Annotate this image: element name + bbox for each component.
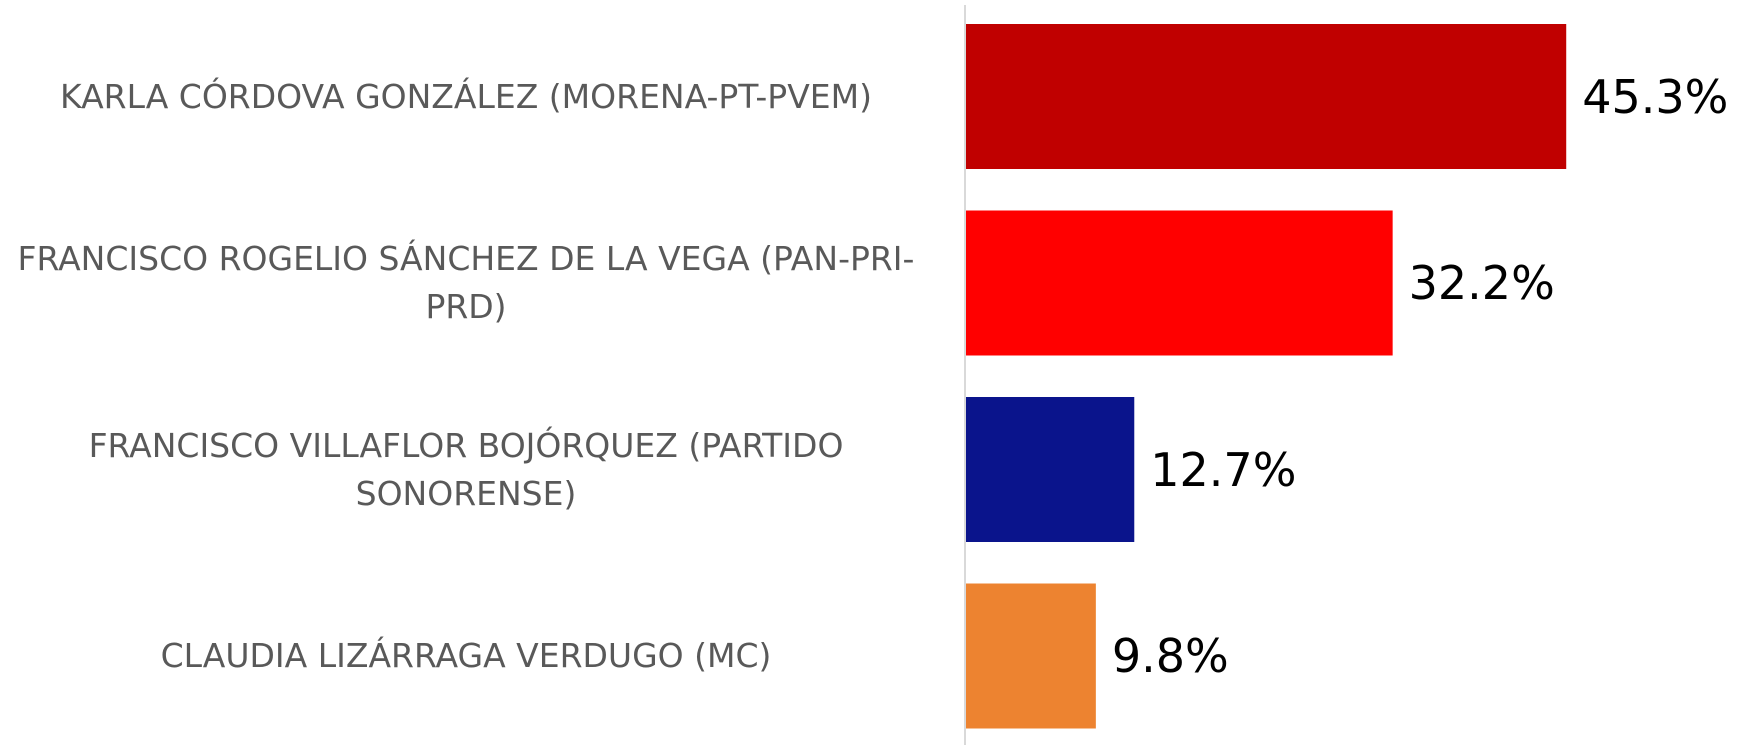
bar: [966, 210, 1393, 356]
category-label: FRANCISCO ROGELIO SÁNCHEZ DE LA VEGA (PA…: [17, 239, 915, 326]
bar: [966, 24, 1567, 169]
category-label: KARLA CÓRDOVA GONZÁLEZ (MORENA-PT-PVEM): [60, 76, 872, 116]
value-label: 12.7%: [1150, 442, 1297, 497]
category-label: CLAUDIA LIZÁRRAGA VERDUGO (MC): [160, 636, 772, 676]
value-label: 32.2%: [1408, 256, 1555, 310]
category-label: FRANCISCO VILLAFLOR BOJÓRQUEZ (PARTIDO S…: [88, 425, 844, 513]
bar: [966, 583, 1096, 729]
bar: [966, 397, 1135, 542]
value-label: 45.3%: [1582, 69, 1729, 124]
value-label: 9.8%: [1111, 629, 1229, 683]
